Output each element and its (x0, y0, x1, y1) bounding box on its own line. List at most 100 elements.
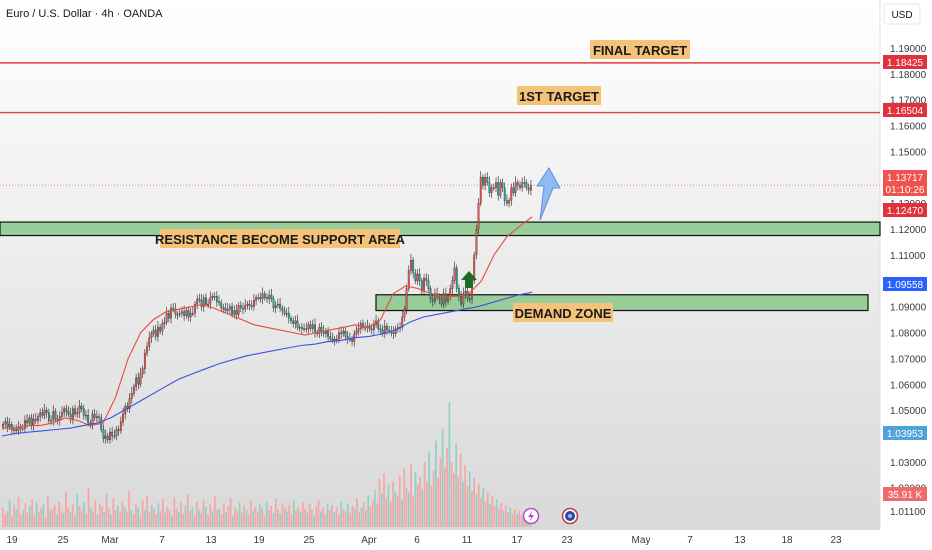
candle (246, 300, 249, 310)
volume-bar (38, 512, 40, 527)
candle (501, 178, 504, 192)
svg-text:1.18425: 1.18425 (887, 58, 924, 69)
volume-bar (13, 505, 15, 527)
candle (394, 325, 397, 337)
volume-bar (367, 495, 370, 527)
candle (482, 174, 484, 190)
volume-bar (110, 514, 112, 527)
globe-flag-icon[interactable] (561, 507, 579, 525)
candle (329, 331, 332, 343)
svg-text:DEMAND ZONE: DEMAND ZONE (515, 306, 612, 321)
volume-bar (69, 512, 72, 527)
volume-bar (480, 497, 482, 527)
volume-bar (67, 507, 70, 527)
volume-bar (96, 514, 99, 527)
candle (174, 303, 177, 319)
currency-button[interactable] (883, 3, 921, 25)
candle (490, 184, 493, 199)
volume-bar (126, 511, 128, 527)
volume-bar (326, 503, 329, 527)
volume-bar (218, 508, 221, 527)
candle (379, 324, 382, 336)
y-tick-label: 1.09000 (890, 303, 927, 314)
volume-bar (35, 502, 38, 527)
volume-bar (444, 467, 446, 527)
volume-bar (317, 499, 320, 527)
candle (431, 294, 434, 307)
final-target-label: FINAL TARGET (590, 40, 690, 59)
demand-zone-label: DEMAND ZONE (513, 303, 613, 322)
volume-bar (139, 515, 142, 527)
volume-bar (51, 508, 54, 527)
volume-bar (245, 509, 248, 527)
candle (521, 177, 524, 192)
volume-bar (171, 516, 173, 527)
volume-bar (261, 508, 264, 527)
ema-fast-line (2, 216, 533, 429)
volume-bar (459, 453, 462, 527)
volume-bar (457, 475, 460, 527)
volume-bar (193, 515, 196, 527)
volume-bar (288, 505, 291, 527)
volume-bar (416, 483, 419, 527)
volume-bar (250, 500, 252, 527)
candle (344, 327, 347, 341)
volume-bar (371, 500, 374, 527)
candle (237, 302, 240, 318)
volume-bar (29, 505, 31, 527)
x-tick-label: 13 (205, 535, 217, 546)
candle (412, 256, 415, 279)
volume-bar (344, 511, 347, 527)
candle (309, 320, 312, 332)
volume-bar (76, 494, 79, 527)
candle (318, 323, 321, 338)
candle (418, 268, 421, 286)
candle (163, 317, 166, 329)
volume-bar (4, 513, 6, 527)
volume-bar (389, 501, 392, 527)
candle (215, 291, 218, 307)
volume-bar (482, 488, 485, 527)
volume-bar (466, 486, 469, 527)
candle (196, 294, 199, 310)
candle (102, 424, 105, 443)
candle (305, 322, 308, 333)
candle (130, 387, 133, 404)
volume-bar (387, 484, 390, 527)
y-tick-label: 1.19000 (890, 44, 927, 55)
volume-bar (92, 511, 94, 527)
volume-bar (204, 506, 207, 527)
volume-bar (306, 512, 309, 527)
svg-text:1.12470: 1.12470 (887, 206, 924, 217)
volume-bar (270, 505, 273, 527)
volume-bar (108, 508, 110, 527)
volume-bar (216, 510, 218, 527)
lightning-icon[interactable] (522, 507, 540, 525)
candle (187, 306, 190, 322)
candle (95, 410, 98, 423)
volume-bar (162, 498, 164, 527)
candle (276, 298, 279, 309)
symbol-title[interactable]: Euro / U.S. Dollar · 4h · OANDA (6, 8, 163, 20)
candle (486, 172, 489, 186)
time-axis-background (0, 530, 932, 550)
volume-bar (414, 472, 417, 527)
volume-bar (493, 505, 496, 527)
candle (109, 427, 111, 445)
candle (519, 180, 521, 191)
volume-bar (214, 496, 216, 527)
candle (85, 410, 87, 421)
volume-bar (500, 502, 503, 527)
candle (45, 407, 48, 418)
volume-bar (340, 501, 342, 527)
candle (462, 287, 465, 309)
svg-text:1.13717: 1.13717 (887, 173, 924, 184)
volume-bar (437, 477, 439, 527)
candle (54, 408, 57, 423)
candle (207, 298, 210, 309)
candle (451, 275, 454, 294)
volume-bar (464, 465, 466, 527)
candle (488, 176, 491, 197)
candle (10, 421, 13, 434)
